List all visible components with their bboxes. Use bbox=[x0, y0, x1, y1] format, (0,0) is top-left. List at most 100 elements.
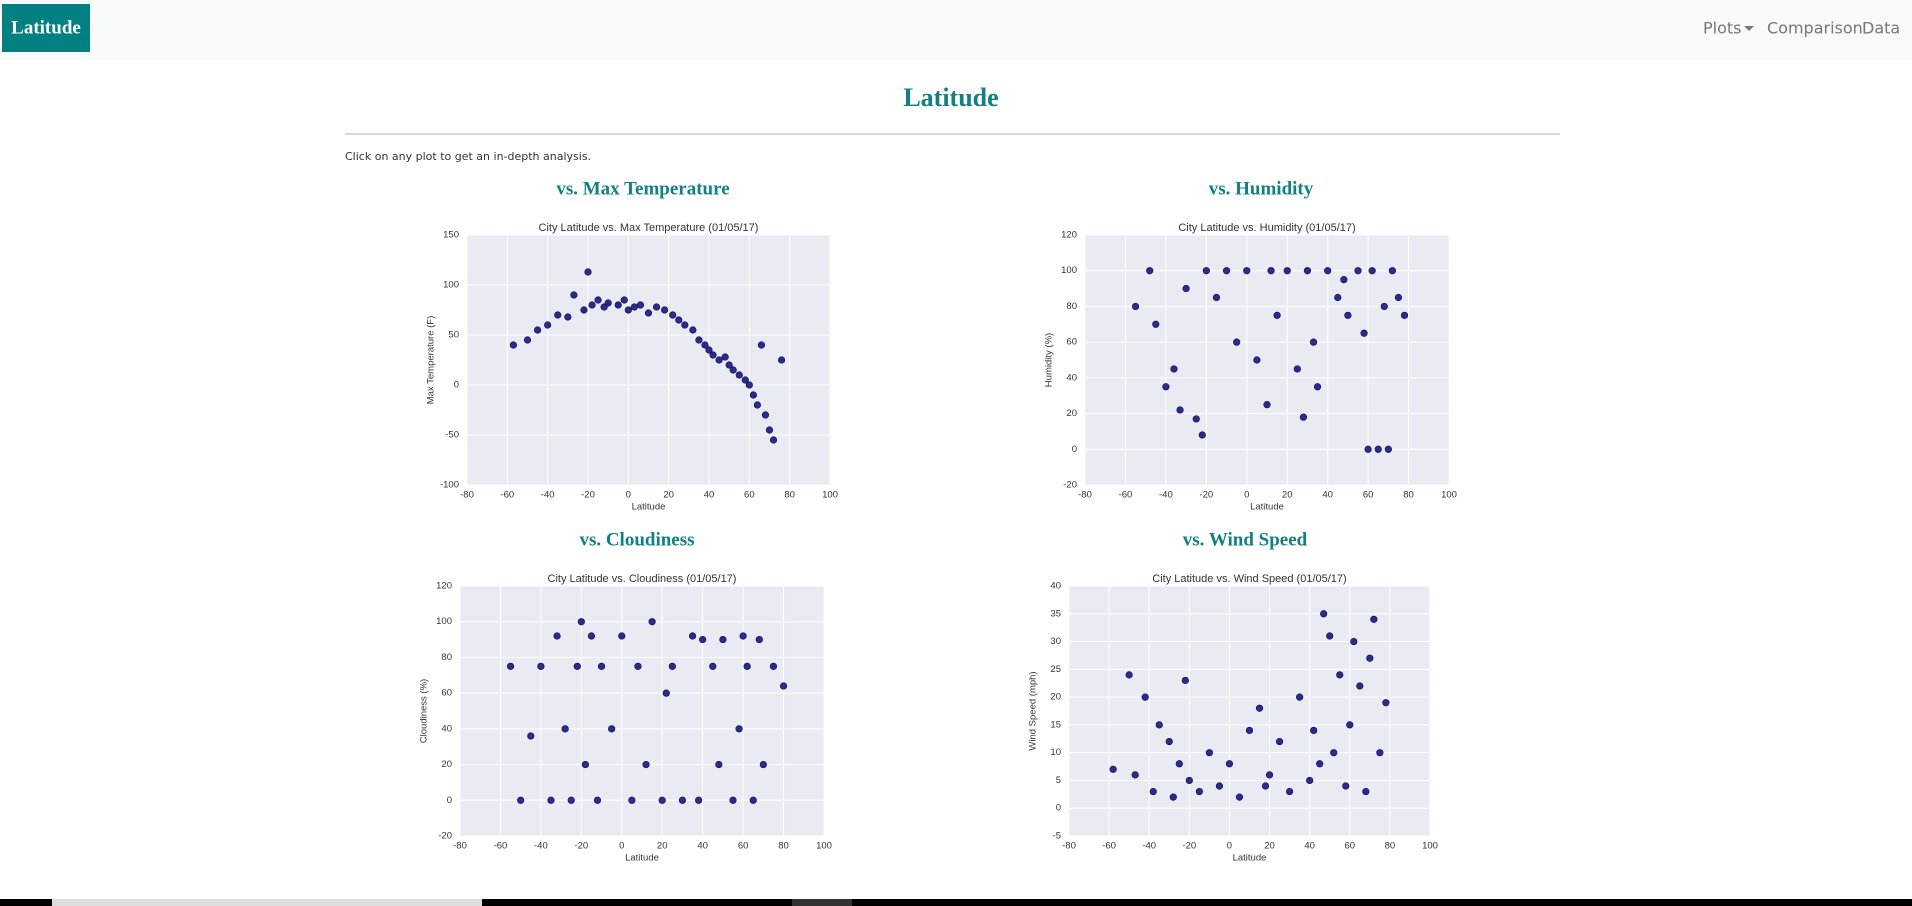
point bbox=[1313, 383, 1322, 391]
point bbox=[1388, 267, 1396, 275]
point bbox=[749, 391, 757, 399]
point bbox=[1176, 406, 1184, 414]
point bbox=[1261, 782, 1270, 790]
point bbox=[745, 381, 753, 389]
point bbox=[644, 309, 653, 317]
brand[interactable]: Latitude bbox=[11, 17, 81, 38]
point bbox=[636, 301, 645, 309]
x-tick-label: 80 bbox=[778, 841, 789, 852]
point bbox=[689, 326, 697, 334]
y-tick-label: -5 bbox=[1053, 831, 1061, 842]
point bbox=[719, 635, 727, 644]
point bbox=[761, 411, 770, 419]
point bbox=[567, 796, 575, 804]
point bbox=[1316, 760, 1324, 768]
y-tick-label: 5 bbox=[1056, 775, 1061, 786]
point bbox=[759, 760, 767, 769]
point bbox=[1370, 615, 1378, 623]
point bbox=[678, 796, 687, 804]
x-tick-label: -20 bbox=[1182, 841, 1196, 852]
point bbox=[588, 301, 596, 309]
nav-link[interactable]: Comparison bbox=[1767, 19, 1863, 38]
point bbox=[1380, 302, 1388, 311]
point bbox=[739, 632, 747, 640]
x-tick-label: 40 bbox=[1322, 490, 1333, 501]
x-tick-label: 80 bbox=[784, 490, 795, 501]
x-tick-label: -80 bbox=[1062, 841, 1076, 852]
point bbox=[1356, 682, 1364, 690]
point bbox=[1362, 787, 1370, 796]
point bbox=[1170, 365, 1178, 373]
point bbox=[779, 682, 788, 690]
point bbox=[1273, 311, 1281, 319]
point bbox=[593, 796, 602, 804]
point bbox=[506, 662, 515, 670]
point bbox=[1109, 765, 1117, 773]
point bbox=[1384, 445, 1392, 453]
point bbox=[753, 401, 762, 409]
plot[interactable]: -80 -60 -40 -20 0 20 40 60 80 100 -5 0 5 10 15 20 25 30 35… bbox=[1028, 573, 1438, 864]
point bbox=[741, 376, 749, 384]
point bbox=[642, 760, 650, 769]
point bbox=[1245, 726, 1254, 735]
point bbox=[1346, 721, 1354, 729]
point bbox=[769, 436, 778, 444]
point bbox=[1310, 726, 1318, 735]
point bbox=[544, 321, 552, 329]
y-tick-label: 15 bbox=[1050, 719, 1061, 730]
point bbox=[725, 361, 733, 369]
point bbox=[1215, 782, 1224, 790]
chart-title: City Latitude vs. Cloudiness (01/05/17) bbox=[548, 573, 737, 585]
plot[interactable]: -80 -60 -40 -20 0 20 40 60 80 100 -20 0 20 40 60 80 100 1… bbox=[1044, 222, 1457, 513]
plot[interactable]: -80 -60 -40 -20 0 20 40 60 80 100 -20 0 20 40 60 80 100 1… bbox=[419, 573, 832, 864]
y-tick-label: 10 bbox=[1050, 747, 1061, 758]
point bbox=[662, 689, 670, 697]
x-tick-label: 60 bbox=[1344, 841, 1355, 852]
instruction: Click on any plot to get an in-depth ana… bbox=[345, 150, 591, 163]
y-tick-label: 0 bbox=[454, 380, 459, 391]
point bbox=[715, 356, 723, 364]
point bbox=[1336, 671, 1344, 679]
point bbox=[695, 796, 703, 804]
y-tick-label: -20 bbox=[438, 831, 452, 842]
point bbox=[1368, 267, 1376, 275]
point bbox=[1263, 401, 1271, 409]
x-tick-label: 80 bbox=[1403, 490, 1414, 501]
nav-link[interactable]: Data bbox=[1862, 19, 1900, 38]
plot-area bbox=[467, 235, 830, 485]
point bbox=[1366, 654, 1374, 662]
point bbox=[608, 725, 616, 733]
y-tick-label: 60 bbox=[441, 688, 452, 699]
point bbox=[614, 301, 622, 309]
point bbox=[765, 426, 774, 434]
x-tick-label: -40 bbox=[541, 490, 555, 501]
nav-link[interactable]: Plots bbox=[1703, 19, 1742, 38]
point bbox=[1293, 365, 1301, 373]
point bbox=[777, 356, 786, 364]
y-tick-label: 100 bbox=[1061, 265, 1077, 276]
x-tick-label: -40 bbox=[534, 841, 548, 852]
point bbox=[517, 796, 525, 804]
point bbox=[1320, 610, 1328, 618]
point bbox=[769, 662, 778, 670]
x-tick-label: -60 bbox=[1102, 841, 1116, 852]
point bbox=[715, 760, 723, 769]
y-tick-label: 40 bbox=[1050, 581, 1061, 592]
brand-box[interactable] bbox=[2, 4, 90, 52]
point bbox=[1131, 302, 1140, 311]
point bbox=[755, 635, 763, 644]
taskbar bbox=[0, 899, 1912, 906]
x-tick-label: 100 bbox=[822, 490, 838, 501]
point bbox=[668, 662, 676, 670]
point bbox=[1233, 338, 1241, 346]
point bbox=[669, 311, 677, 319]
plot[interactable]: -80 -60 -40 -20 0 20 40 60 80 100 -100 -50 0 50 100 150… bbox=[426, 222, 838, 513]
y-tick-label: 80 bbox=[441, 652, 452, 663]
x-axis-label: Latitude bbox=[1233, 853, 1267, 864]
point bbox=[709, 351, 717, 359]
chart-title: City Latitude vs. Wind Speed (01/05/17) bbox=[1152, 573, 1346, 585]
dropdown-caret[interactable] bbox=[1744, 26, 1754, 31]
point bbox=[624, 306, 632, 314]
point bbox=[597, 662, 606, 670]
